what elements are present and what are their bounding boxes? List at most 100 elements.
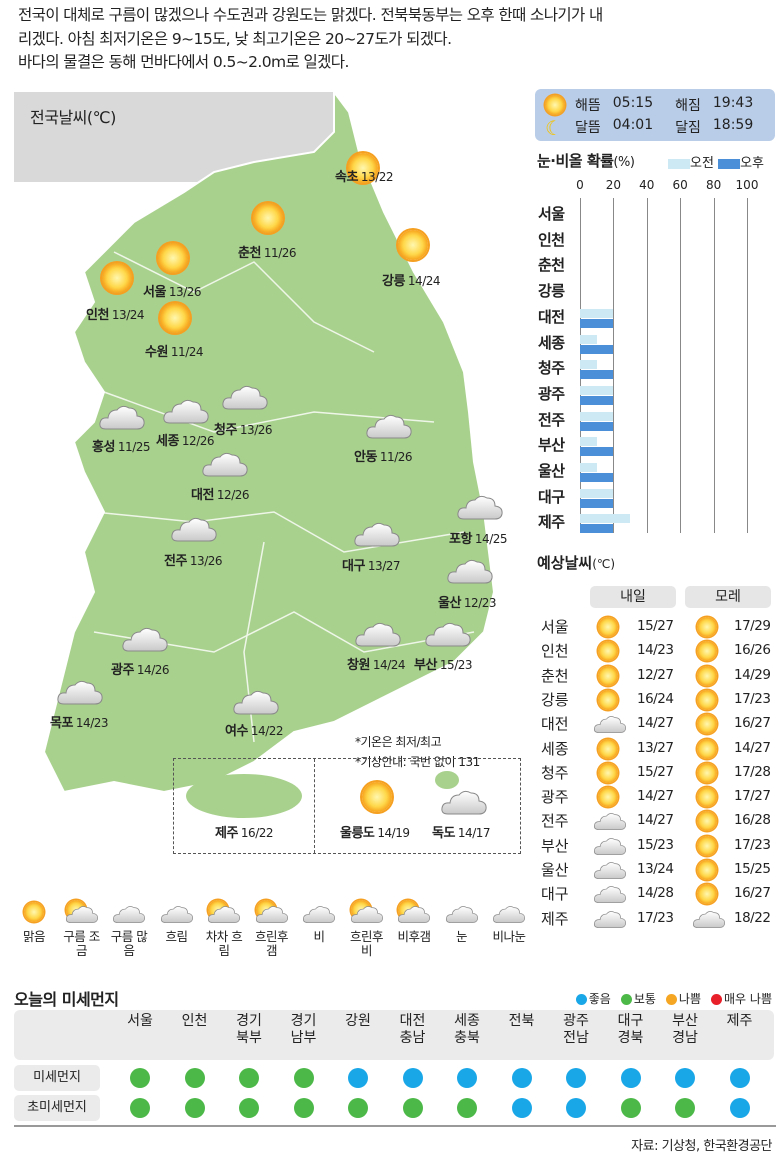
dark-cloud-icon: [155, 900, 199, 926]
dust-status-dot: [675, 1098, 695, 1118]
forecast-temp-after: 14/27: [734, 739, 771, 756]
sun-icon: [697, 641, 717, 662]
city-temp: 14/19: [377, 826, 410, 840]
forecast-temp-tomorrow: 13/27: [637, 739, 674, 756]
bar-pm: [580, 395, 614, 405]
sun-cloud-icon: [60, 900, 104, 926]
sun-cloud-icon: [202, 900, 246, 926]
sun-icon: [102, 263, 132, 293]
legend-item: 흐린후 갬: [250, 900, 294, 958]
moonset-label: 달짐: [675, 120, 701, 136]
dust-status-dot: [566, 1098, 586, 1118]
city-temp: 12/26: [216, 488, 250, 502]
dust-status-dot: [293, 1068, 314, 1088]
forecast-city: 전주: [541, 812, 569, 831]
legend-item: 흐린후 비: [345, 900, 389, 958]
region-line: 전북: [508, 1013, 535, 1029]
forecast-temp-tomorrow: 17/23: [637, 909, 674, 926]
dust-region: 세종 충북: [442, 1013, 492, 1047]
dust-status-dot: [239, 1068, 259, 1088]
forecast-temp-tomorrow: 15/23: [637, 836, 674, 853]
sun-icon: [398, 230, 428, 260]
city-temp: 14/26: [136, 663, 170, 677]
forecast-temp-tomorrow: 14/27: [637, 788, 674, 805]
city-name: 포항: [449, 532, 472, 547]
forecast-temp-after: 16/27: [734, 885, 771, 902]
dust-region: 대전 충남: [388, 1013, 438, 1047]
forecast-city: 울산: [541, 861, 569, 879]
dust-row-label: 미세먼지: [14, 1065, 100, 1091]
dust-level: 보통: [620, 990, 656, 1007]
forecast-city: 대구: [541, 885, 569, 904]
region-line: 북부: [236, 1030, 262, 1046]
sun-icon: [697, 714, 717, 735]
cloud-icon: [692, 909, 726, 929]
legend-label: 눈: [455, 929, 468, 944]
x-tick-label: 60: [672, 178, 688, 192]
sun-icon: [598, 738, 618, 759]
city-temp: 14/23: [75, 716, 109, 730]
forecast-temp-after: 16/28: [734, 812, 771, 829]
city-label: 대구 13/27: [342, 555, 401, 574]
forecast-city: 춘천: [541, 666, 569, 685]
cloud-icon: [121, 625, 169, 653]
city-label: 포항 14/25: [449, 528, 508, 547]
forecast-city: 청주: [541, 763, 569, 782]
forecast-city: 대전: [541, 715, 569, 734]
x-tick-label: 20: [605, 178, 622, 192]
cloud-sun-icon: [250, 900, 294, 926]
dust-status-dot: [239, 1098, 259, 1118]
cloud-icon: [201, 450, 249, 478]
forecast-temp-after: 17/23: [734, 690, 771, 707]
sun-icon: [598, 689, 618, 710]
dust-region: 서울: [115, 1013, 165, 1030]
dust-region: 경기 북부: [224, 1013, 274, 1047]
cloud-icon: [397, 904, 431, 924]
forecast-temp-after: 15/25: [734, 861, 771, 877]
sun-icon: [598, 665, 618, 686]
city-label: 속초 13/22: [335, 166, 394, 185]
cloud-icon: [593, 860, 627, 880]
bar-am: [580, 514, 631, 524]
sun-icon: [598, 641, 618, 662]
forecast-city: 부산: [541, 836, 569, 855]
cloud-icon: [593, 884, 627, 904]
forecast-temp-after: 14/29: [734, 666, 771, 683]
x-tick-label: 0: [576, 178, 584, 192]
precip-city-label: 청주: [538, 359, 565, 378]
legend-item: 비: [297, 900, 341, 944]
legend-label: 비: [313, 929, 325, 944]
dust-dot-icon: [620, 994, 632, 1005]
sun-icon: [12, 900, 56, 926]
region-line: 서울: [127, 1013, 153, 1029]
forecast-temp-after: 18/22: [734, 909, 771, 926]
bar-pm: [580, 447, 614, 457]
region-line: 광주: [563, 1013, 589, 1029]
city-name: 울산: [438, 596, 461, 611]
dust-status-dot: [130, 1098, 150, 1118]
dust-status-dot: [402, 1098, 423, 1118]
dust-status-dot: [620, 1098, 641, 1118]
forecast-day-after: 모레: [685, 586, 771, 608]
precip-city-label: 대구: [538, 487, 565, 506]
forecast-temp-after: 16/26: [734, 642, 771, 659]
city-label: 제주 16/22: [215, 822, 274, 841]
cloud-icon: [354, 620, 402, 648]
legend-swatch-am: [668, 158, 690, 169]
city-name: 부산: [414, 658, 437, 673]
dust-level-label: 좋음: [588, 992, 611, 1006]
city-name: 강릉: [382, 274, 405, 289]
dust-region: 인천: [170, 1013, 220, 1030]
jeju-island-shape: [186, 774, 302, 818]
city-label: 전주 13/26: [164, 550, 223, 569]
forecast-temp-after: 16/27: [734, 715, 771, 732]
cloud-icon: [365, 412, 413, 440]
city-label: 창원 14/24: [347, 654, 406, 673]
island-inset: [173, 758, 521, 854]
region-line: 경기: [290, 1013, 317, 1029]
dust-level: 나쁨: [665, 990, 701, 1007]
cloud-icon: [302, 904, 336, 924]
city-name: 춘천: [238, 246, 261, 261]
bar-pm: [580, 370, 614, 380]
bar-am: [580, 463, 597, 472]
